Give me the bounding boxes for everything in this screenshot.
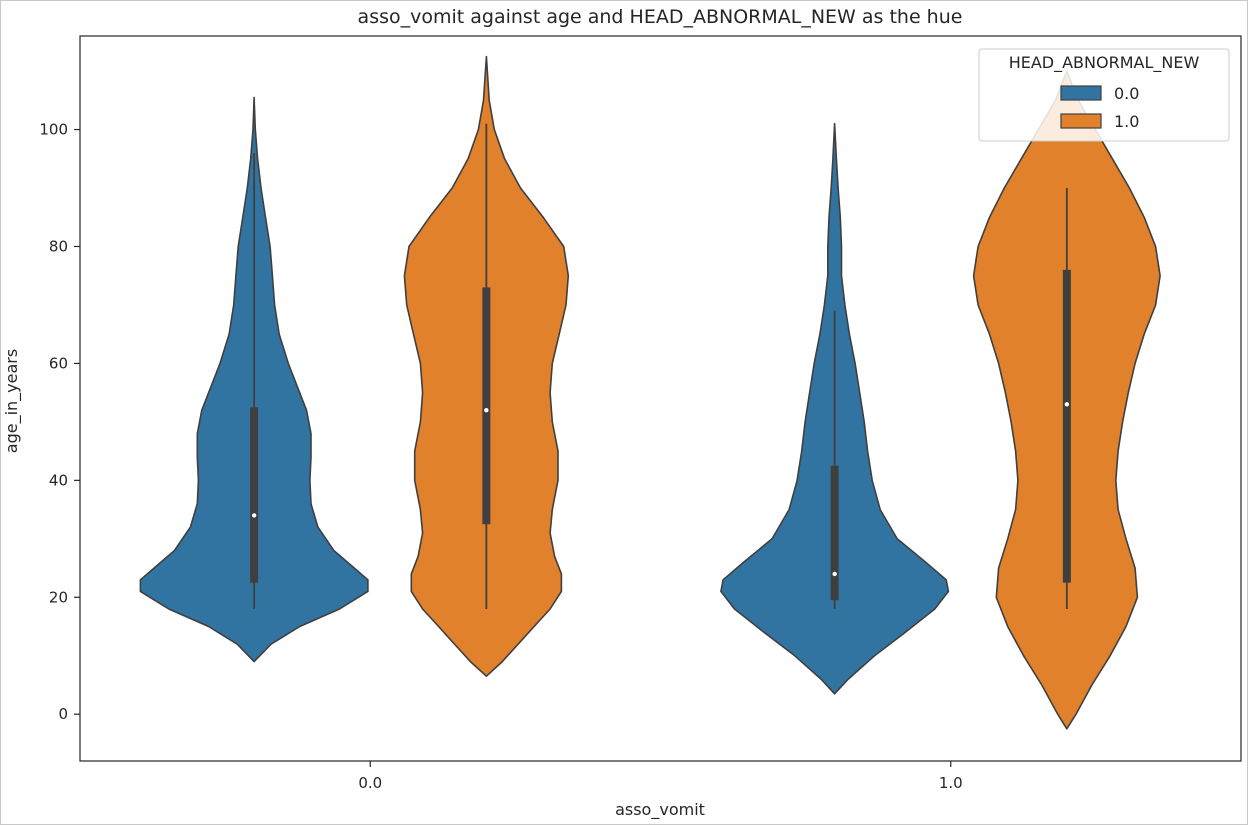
- legend: HEAD_ABNORMAL_NEW 0.01.0: [978, 48, 1230, 142]
- y-tick-label: 20: [49, 588, 68, 606]
- x-tick-label: 1.0: [939, 774, 963, 792]
- violin-iqr-box: [1062, 269, 1071, 583]
- violin-median-point: [1064, 402, 1070, 407]
- legend-swatch: [1060, 85, 1102, 101]
- legend-entry-label: 0.0: [1114, 84, 1139, 103]
- y-tick-label: 40: [49, 471, 68, 489]
- axes-frame: [79, 35, 1242, 762]
- legend-entry-label: 1.0: [1114, 112, 1139, 131]
- y-tick-label: 80: [49, 237, 68, 255]
- violin-median-point: [251, 513, 257, 518]
- x-tick-label: 0.0: [358, 774, 382, 792]
- legend-entries: 0.01.0: [1060, 84, 1139, 131]
- y-tick-label: 0: [58, 705, 68, 723]
- x-axis-label: asso_vomit: [615, 800, 705, 820]
- violin-iqr-box: [250, 407, 259, 583]
- y-axis-label: age_in_years: [2, 349, 22, 453]
- legend-title: HEAD_ABNORMAL_NEW: [1009, 53, 1200, 73]
- y-tick-label: 60: [49, 354, 68, 372]
- legend-box: [978, 48, 1230, 142]
- chart-title: asso_vomit against age and HEAD_ABNORMAL…: [358, 6, 963, 28]
- violin-iqr-box: [830, 465, 839, 601]
- violin-median-point: [484, 407, 489, 413]
- y-tick-label: 100: [39, 121, 68, 139]
- violin-iqr-box: [482, 287, 491, 525]
- violin-median-point: [832, 571, 837, 577]
- legend-swatch: [1060, 113, 1102, 129]
